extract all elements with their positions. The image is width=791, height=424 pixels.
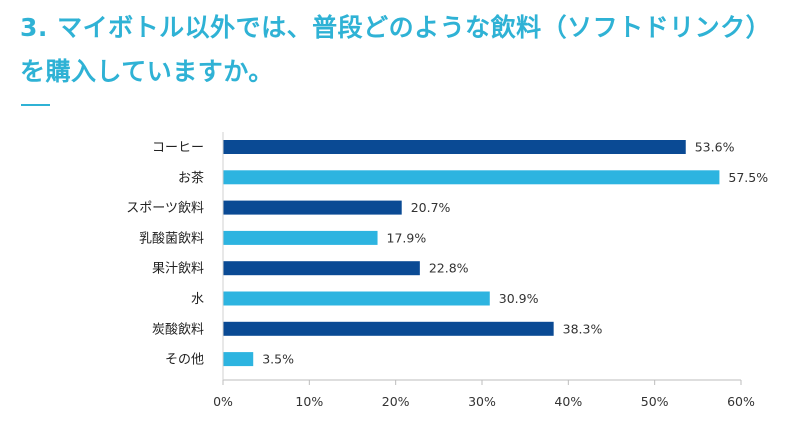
category-label: お茶: [178, 170, 204, 186]
category-label: コーヒー: [152, 141, 204, 156]
title-underline: [21, 104, 50, 106]
x-tick-label: 40%: [554, 394, 582, 409]
bar: [223, 261, 420, 276]
value-label: 30.9%: [499, 291, 539, 306]
value-label: 53.6%: [695, 140, 735, 155]
category-label: その他: [165, 353, 204, 368]
bar: [223, 200, 402, 215]
category-label: 水: [191, 292, 204, 307]
bar: [223, 352, 254, 367]
category-label: 果汁飲料: [152, 261, 204, 277]
value-labels: 53.6% 57.5% 20.7% 17.9% 22.8% 30.9% 38.3% 3.5%: [262, 140, 768, 367]
value-label: 57.5%: [728, 170, 768, 185]
x-tick-label: 50%: [641, 394, 669, 409]
bar-group: [223, 140, 720, 367]
value-label: 3.5%: [262, 352, 294, 367]
bar: [223, 140, 686, 154]
page-title: 3. マイボトル以外では、普段どのような飲料（ソフトドリンク）を購入していますか…: [20, 13, 772, 86]
bar: [223, 230, 378, 245]
x-tick-label: 20%: [382, 394, 410, 409]
bar: [223, 291, 490, 306]
value-label: 22.8%: [429, 261, 469, 276]
x-tick-label: 60%: [727, 394, 755, 409]
x-axis: 0% 10% 20% 30% 40% 50% 60%: [213, 132, 755, 409]
category-label: 炭酸飲料: [152, 321, 204, 337]
x-tick-label: 30%: [468, 394, 496, 409]
category-label: スポーツ飲料: [126, 200, 204, 216]
x-tick-label: 0%: [213, 394, 233, 409]
bar: [223, 170, 720, 185]
bar: [223, 321, 554, 336]
x-tick-label: 10%: [295, 394, 323, 409]
value-label: 20.7%: [411, 200, 451, 215]
value-label: 38.3%: [563, 321, 603, 336]
value-label: 17.9%: [387, 230, 427, 245]
category-label: 乳酸菌飲料: [139, 230, 204, 246]
